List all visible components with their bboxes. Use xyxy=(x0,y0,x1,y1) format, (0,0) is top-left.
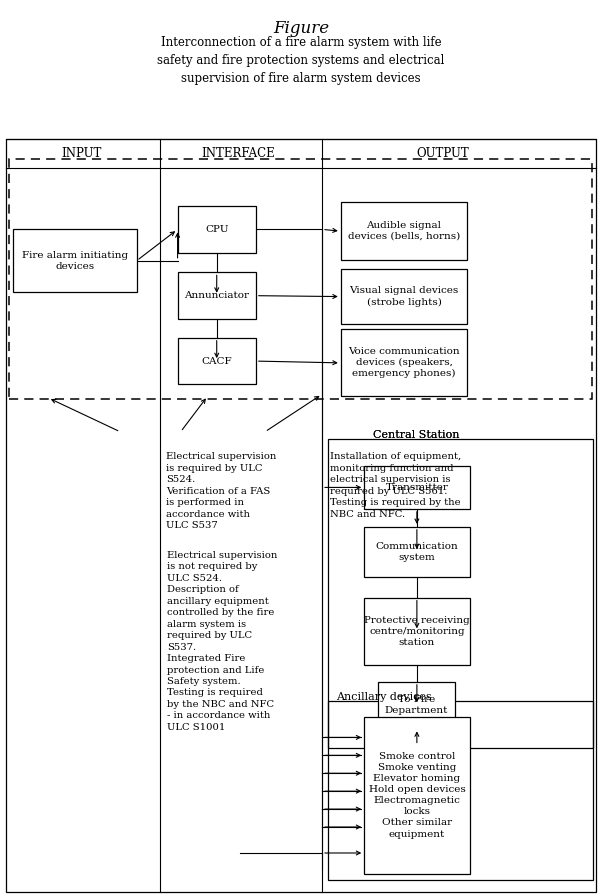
Bar xyxy=(364,717,470,874)
Text: Protective receiving
centre/monitoring
station: Protective receiving centre/monitoring s… xyxy=(364,616,470,647)
Bar xyxy=(364,598,470,665)
Text: Fire alarm initiating
devices: Fire alarm initiating devices xyxy=(22,251,128,271)
Text: Communication
system: Communication system xyxy=(376,542,458,562)
Bar xyxy=(178,206,256,253)
Text: INTERFACE: INTERFACE xyxy=(201,147,275,159)
Text: Central Station: Central Station xyxy=(373,429,460,440)
Bar xyxy=(328,439,593,748)
Text: Smoke control
Smoke venting
Elevator homing
Hold open devices
Electromagnetic
lo: Smoke control Smoke venting Elevator hom… xyxy=(368,752,465,839)
Bar xyxy=(341,202,467,260)
Text: Interconnection of a fire alarm system with life
safety and fire protection syst: Interconnection of a fire alarm system w… xyxy=(157,37,445,85)
Text: Installation of equipment,
monitoring function and
electrical supervision is
req: Installation of equipment, monitoring fu… xyxy=(330,452,461,519)
Text: OUTPUT: OUTPUT xyxy=(416,147,469,159)
Bar xyxy=(178,338,256,384)
Text: CPU: CPU xyxy=(205,225,229,234)
Bar xyxy=(13,229,137,292)
Text: Visual signal devices
(strobe lights): Visual signal devices (strobe lights) xyxy=(349,287,459,306)
Text: Audible signal
devices (bells, horns): Audible signal devices (bells, horns) xyxy=(348,220,460,241)
Text: Voice communication
devices (speakers,
emergency phones): Voice communication devices (speakers, e… xyxy=(348,347,460,378)
Text: Electrical supervision
is required by ULC
S524.
Verification of a FAS
is perform: Electrical supervision is required by UL… xyxy=(166,452,276,530)
Bar xyxy=(364,466,470,509)
Text: Ancillary devices: Ancillary devices xyxy=(336,692,432,702)
Bar xyxy=(6,139,596,892)
Bar xyxy=(378,682,455,728)
Text: CACF: CACF xyxy=(202,357,232,366)
Bar xyxy=(328,701,593,880)
Text: Figure: Figure xyxy=(273,21,329,37)
Bar xyxy=(9,159,592,399)
Text: INPUT: INPUT xyxy=(61,147,102,159)
Text: Transmitter: Transmitter xyxy=(385,483,448,492)
Bar xyxy=(341,269,467,324)
Bar xyxy=(178,272,256,319)
Bar xyxy=(364,527,470,577)
Text: Central Station: Central Station xyxy=(373,429,460,440)
Bar xyxy=(341,329,467,396)
Text: To Fire
Department: To Fire Department xyxy=(385,695,448,715)
Text: Electrical supervision
is not required by
ULC S524.
Description of
ancillary equ: Electrical supervision is not required b… xyxy=(167,551,278,732)
Text: Annunciator: Annunciator xyxy=(184,291,249,300)
